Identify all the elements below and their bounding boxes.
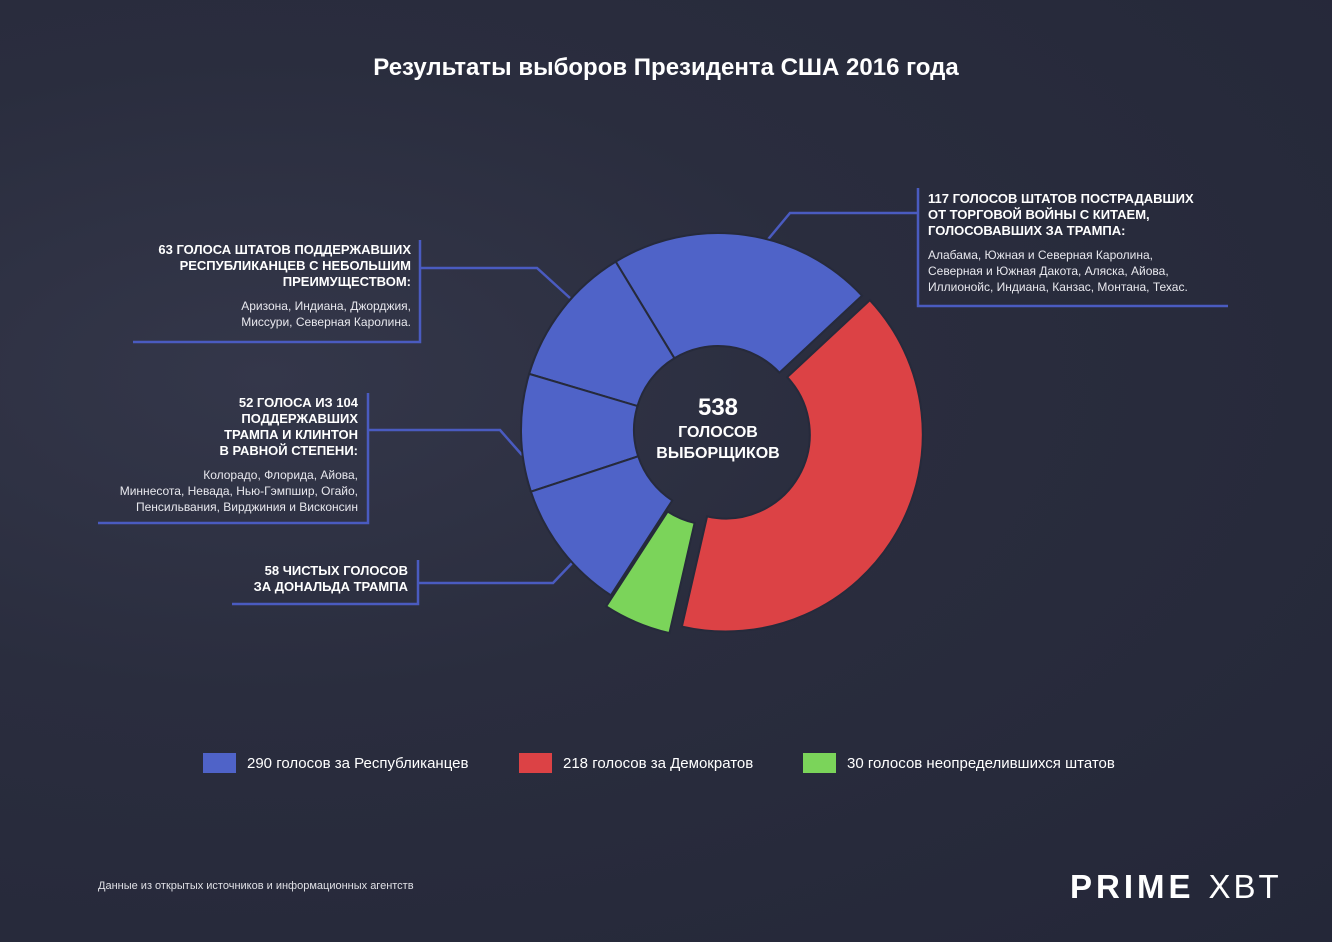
annotation-title: РЕСПУБЛИКАНЦЕВ С НЕБОЛЬШИМ [179, 258, 411, 273]
annotation-title: 58 ЧИСТЫХ ГОЛОСОВ [264, 563, 408, 578]
legend-label: 30 голосов неопределившихся штатов [847, 754, 1115, 772]
annotation-title: ЗА ДОНАЛЬДА ТРАМПА [253, 579, 408, 594]
annotation-title: ПОДДЕРЖАВШИХ [241, 411, 358, 426]
annotation-title: ТРАМПА И КЛИНТОН [224, 427, 358, 442]
annotation: 58 ЧИСТЫХ ГОЛОСОВ ЗА ДОНАЛЬДА ТРАМПА [254, 563, 408, 595]
annotation-title: 117 ГОЛОСОВ ШТАТОВ ПОСТРАДАВШИХ [928, 191, 1194, 206]
leader [418, 559, 576, 585]
annotation-line: Колорадо, Флорида, Айова, [203, 468, 358, 482]
annotation-title: В РАВНОЙ СТЕПЕНИ: [219, 443, 358, 458]
leader [764, 211, 918, 244]
legend-item: 218 голосов за Демократов [519, 753, 753, 773]
bracket [916, 188, 1228, 308]
bracket [232, 560, 420, 606]
annotation-title: ОТ ТОРГОВОЙ ВОЙНЫ С КИТАЕМ, [928, 207, 1150, 222]
annotation-text: Аризона, Индиана, Джорджия, Миссури, Севе… [158, 298, 411, 330]
annotation-title: 52 ГОЛОСА ИЗ 104 [238, 395, 358, 410]
annotation-text: Колорадо, Флорида, Айова, Миннесота, Нева… [120, 467, 358, 515]
legend-item: 30 голосов неопределившихся штатов [803, 753, 1115, 773]
logo-left: PRIME [1070, 868, 1195, 905]
legend-swatch [803, 753, 836, 773]
slice [527, 260, 676, 408]
slice [680, 298, 924, 633]
annotation-line: Иллионойс, Индиана, Канзас, Монтана, Тех… [928, 280, 1188, 294]
annotation-title: ПРЕИМУЩЕСТВОМ: [282, 274, 411, 289]
leader-lines [98, 188, 1228, 606]
annotation-title: ГОЛОСОВАВШИХ ЗА ТРАМПА: [928, 223, 1126, 238]
annotation-line: Аризона, Индиана, Джорджия, [241, 299, 411, 313]
leader [368, 428, 523, 456]
legend-label: 290 голосов за Республиканцев [247, 754, 469, 772]
legend-swatch [203, 753, 236, 773]
annotation-line: Миссури, Северная Каролина. [241, 315, 411, 329]
bracket [98, 393, 370, 525]
bracket [133, 240, 422, 344]
center-label: 538 ГОЛОСОВ ВЫБОРЩИКОВ [618, 394, 818, 464]
annotation: 63 ГОЛОСА ШТАТОВ ПОДДЕРЖАВШИХ РЕСПУБЛИКАН… [158, 242, 411, 330]
legend-item: 290 голосов за Республиканцев [203, 753, 468, 773]
legend-label: 218 голосов за Демократов [563, 754, 754, 772]
leader [420, 266, 571, 299]
annotation: 52 ГОЛОСА ИЗ 104 ПОДДЕРЖАВШИХ ТРАМПА И КЛИ… [120, 395, 358, 515]
annotation-line: Северная и Южная Дакота, Аляска, Айова, [928, 264, 1169, 278]
legend-swatch [519, 753, 552, 773]
chart-title: Результаты выборов Президента США 2016 г… [373, 54, 959, 81]
annotation-line: Пенсильвания, Вирджиния и Висконсин [135, 500, 358, 514]
slice [614, 232, 864, 375]
annotation-line: Алабама, Южная и Северная Каролина, [928, 248, 1154, 262]
source: Данные из открытых источников и информац… [98, 880, 414, 892]
annotation-title: 63 ГОЛОСА ШТАТОВ ПОДДЕРЖАВШИХ [158, 242, 411, 257]
slice [604, 510, 696, 635]
annotation-line: Миннесота, Невада, Нью-Гэмпшир, Огайо, [119, 484, 358, 498]
center-text: ВЫБОРЩИКОВ [656, 445, 780, 462]
annotation-text: Алабама, Южная и Северная Каролина, Север… [928, 247, 1194, 295]
slice [529, 455, 674, 597]
logo-right: XBT [1208, 868, 1282, 905]
center-text: ГОЛОСОВ [678, 424, 758, 441]
annotation: 117 ГОЛОСОВ ШТАТОВ ПОСТРАДАВШИХ ОТ ТОРГОВ… [928, 191, 1194, 295]
logo: PRIME XBT [1070, 868, 1282, 906]
slice [520, 372, 640, 493]
center-value: 538 [697, 394, 739, 421]
